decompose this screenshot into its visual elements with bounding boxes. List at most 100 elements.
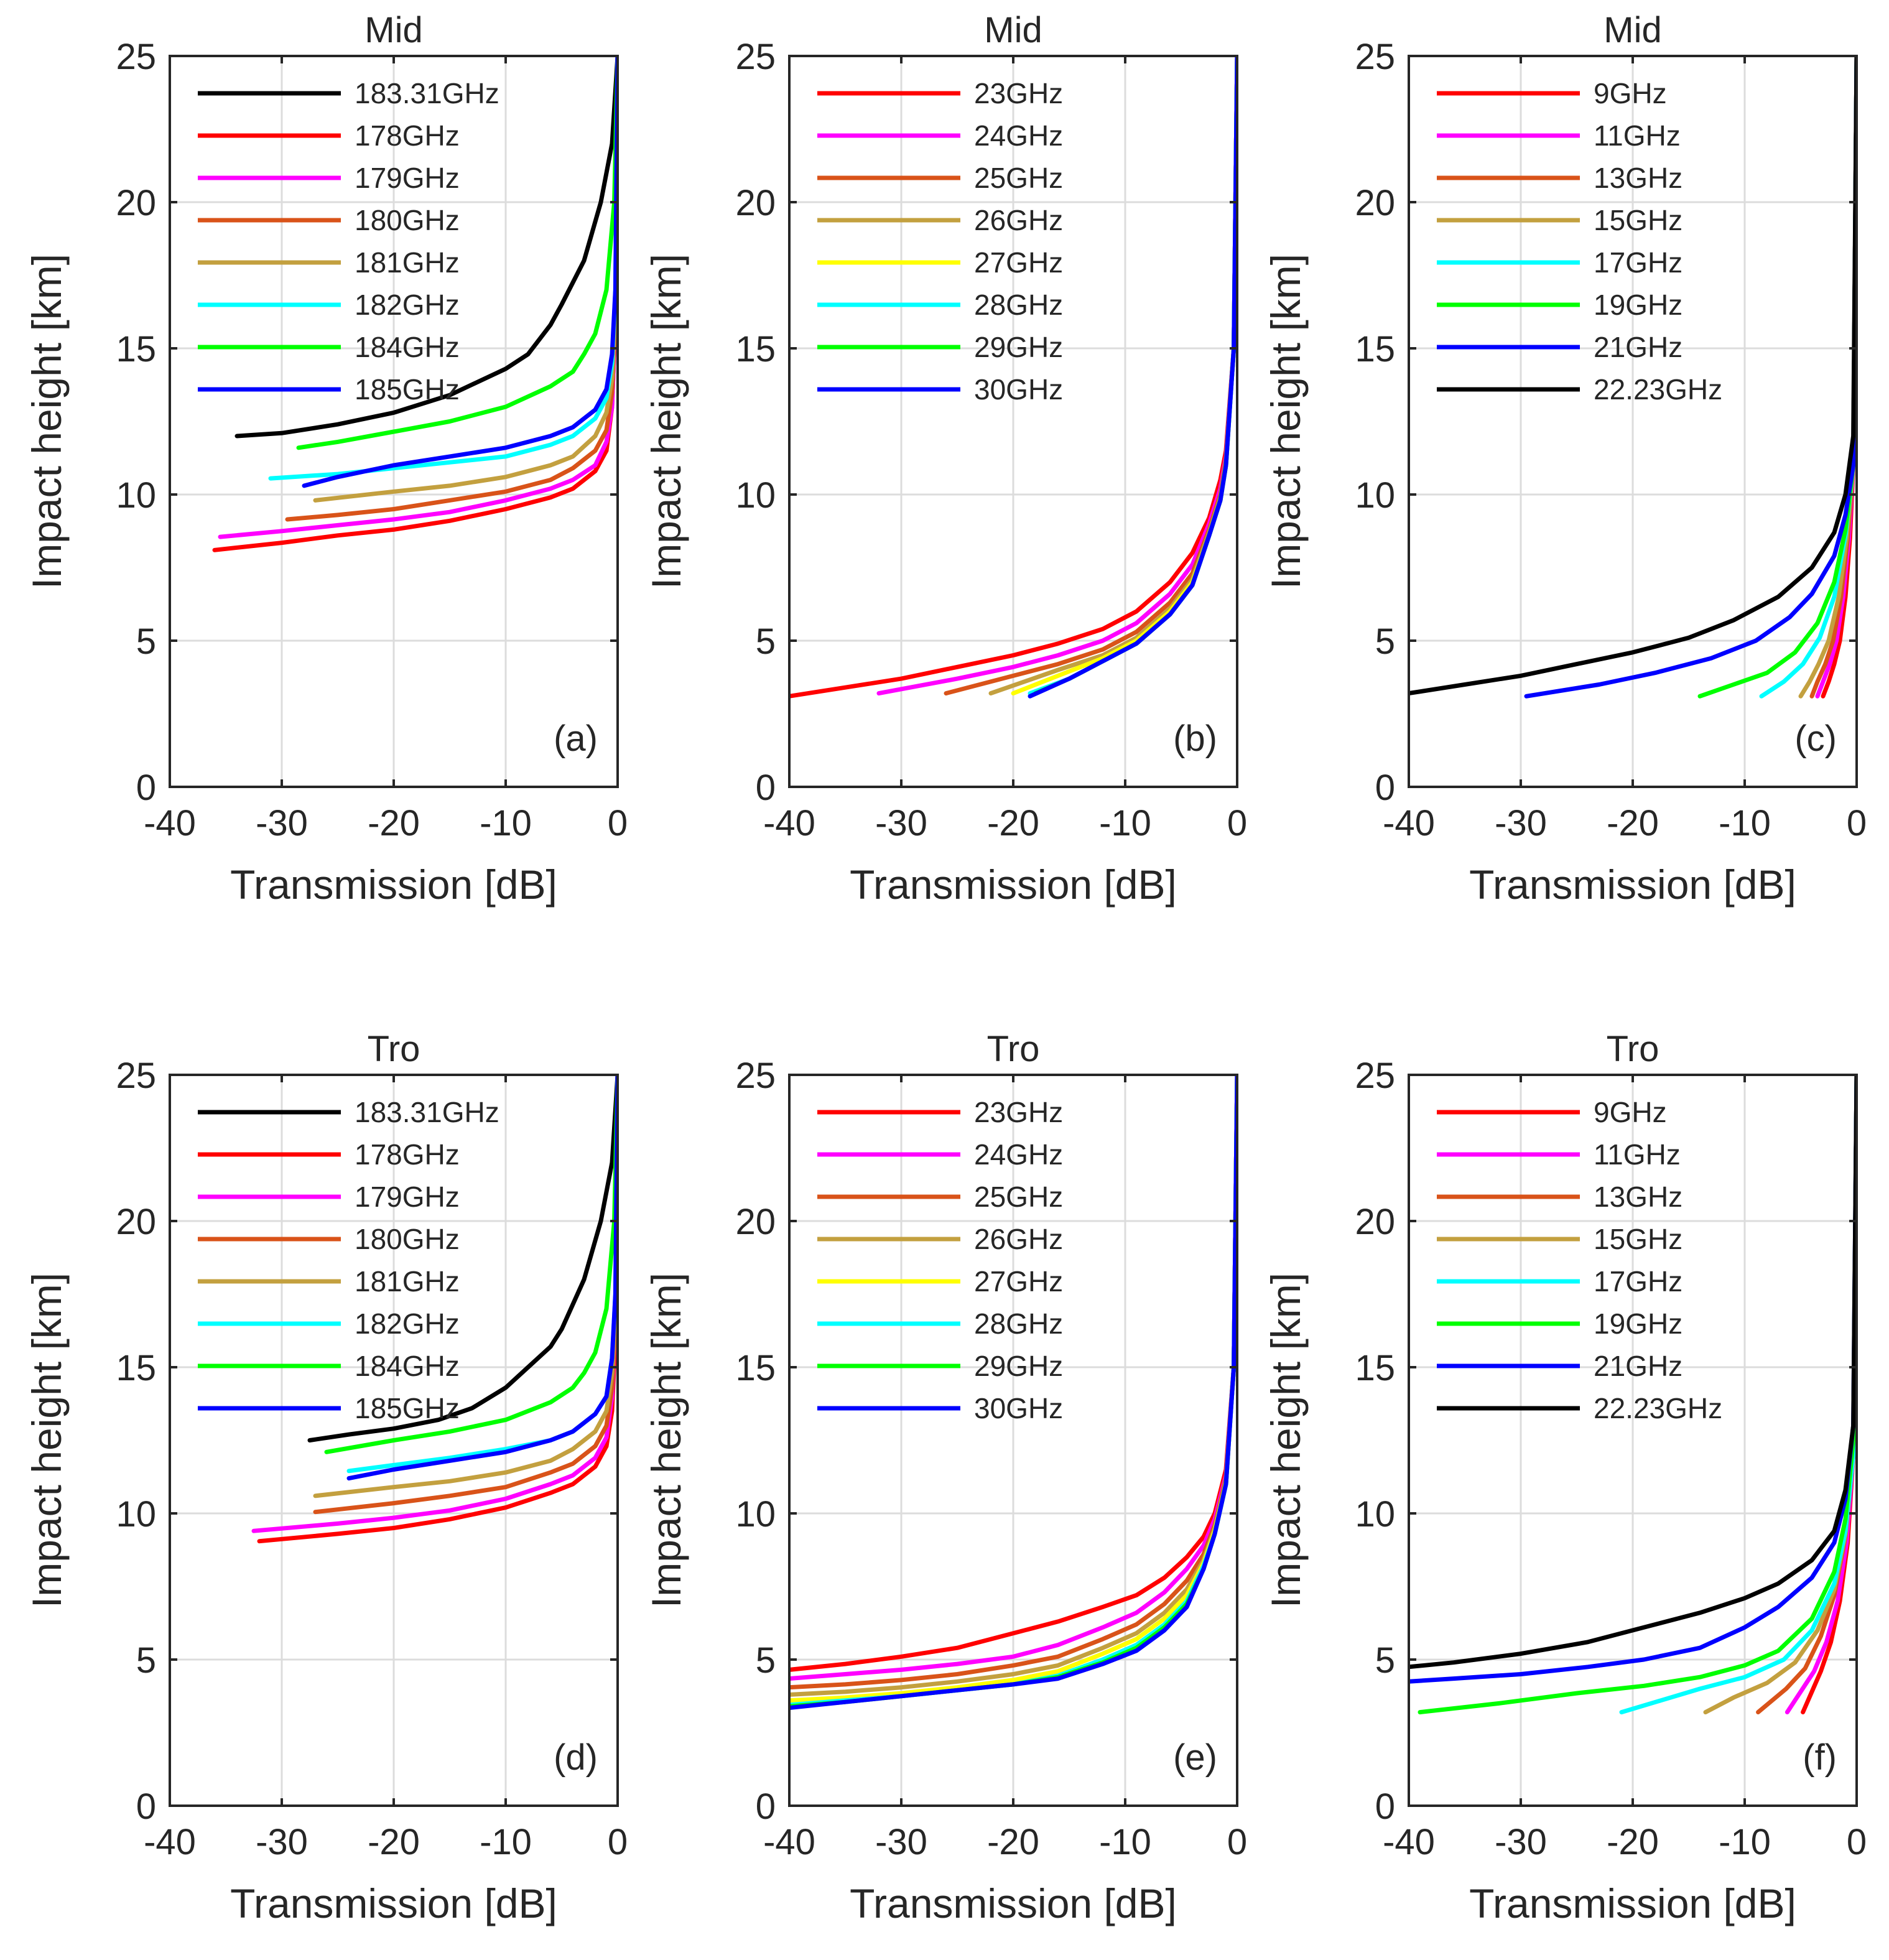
legend-label: 11GHz xyxy=(1594,119,1681,152)
y-tick-label: 20 xyxy=(116,183,156,223)
series-line xyxy=(1524,56,1857,699)
x-axis-label: Transmission [dB] xyxy=(850,862,1177,908)
legend-label: 19GHz xyxy=(1594,1307,1682,1340)
x-tick-label: -20 xyxy=(1607,1822,1659,1862)
x-tick-label: -40 xyxy=(763,803,815,843)
y-tick-label: 25 xyxy=(1355,37,1395,77)
legend-label: 180GHz xyxy=(355,1223,460,1255)
series-group xyxy=(1409,1075,1857,1715)
series-line xyxy=(324,1075,618,1454)
y-tick-label: 5 xyxy=(756,621,776,662)
legend: 183.31GHz 178GHz 179GHz 180GHz 181GHz 182GHz 1… xyxy=(198,1096,499,1424)
x-tick-label: 0 xyxy=(608,1822,628,1862)
y-tick-label: 5 xyxy=(136,621,156,662)
legend-label: 11GHz xyxy=(1594,1138,1681,1171)
x-tick-label: -40 xyxy=(144,803,196,843)
panel-label: (e) xyxy=(1173,1737,1217,1778)
x-tick-label: -30 xyxy=(256,803,308,843)
x-axis-label: Transmission [dB] xyxy=(850,1880,1177,1926)
y-axis-label: Impact height [km] xyxy=(1263,254,1309,589)
chart-title: Tro xyxy=(1607,1029,1659,1069)
legend-label: 27GHz xyxy=(974,246,1063,279)
x-tick-label: -10 xyxy=(1099,1822,1151,1862)
series-line xyxy=(1409,1075,1857,1684)
y-axis-label: Impact height [km] xyxy=(1263,1273,1309,1608)
x-tick-label: 0 xyxy=(1847,1822,1867,1862)
y-tick-label: 20 xyxy=(735,1202,776,1242)
y-tick-label: 0 xyxy=(136,1786,156,1827)
y-tick-label: 10 xyxy=(116,475,156,516)
y-axis-label: Impact height [km] xyxy=(643,254,689,589)
y-tick-label: 15 xyxy=(735,329,776,369)
chart-title: Mid xyxy=(1604,10,1661,50)
legend-label: 28GHz xyxy=(974,289,1063,321)
chart-panel: -40 -30 -20 -10 0 0 5 10 15 20 25 Mid Transmission [… xyxy=(643,10,1247,908)
legend-label: 182GHz xyxy=(355,1307,460,1340)
legend-label: 17GHz xyxy=(1594,246,1682,279)
series-group xyxy=(251,1075,618,1544)
y-tick-label: 5 xyxy=(136,1640,156,1681)
legend-label: 26GHz xyxy=(974,204,1063,236)
legend-label: 22.23GHz xyxy=(1594,373,1722,406)
chart-panel: -40 -30 -20 -10 0 0 5 10 15 20 25 Tro Transmission [… xyxy=(643,1029,1247,1926)
legend-label: 15GHz xyxy=(1594,1223,1682,1255)
y-axis-label: Impact height [km] xyxy=(24,1273,70,1608)
legend-label: 13GHz xyxy=(1594,162,1682,194)
y-tick-label: 0 xyxy=(756,768,776,808)
y-axis-label: Impact height [km] xyxy=(643,1273,689,1608)
y-tick-label: 25 xyxy=(735,1056,776,1096)
legend-label: 13GHz xyxy=(1594,1181,1682,1213)
legend-label: 184GHz xyxy=(355,1350,460,1382)
x-tick-label: -10 xyxy=(1099,803,1151,843)
chart-title: Tro xyxy=(987,1029,1040,1069)
chart-panel: -40 -30 -20 -10 0 0 5 10 15 20 25 Mid Transmission [… xyxy=(1263,10,1867,908)
series-group xyxy=(212,56,618,552)
x-tick-label: 0 xyxy=(1847,803,1867,843)
y-tick-label: 10 xyxy=(735,475,776,516)
y-tick-label: 15 xyxy=(116,329,156,369)
legend-label: 178GHz xyxy=(355,119,460,152)
y-tick-label: 25 xyxy=(735,37,776,77)
x-tick-label: -30 xyxy=(1495,803,1547,843)
legend-label: 28GHz xyxy=(974,1307,1063,1340)
legend-label: 17GHz xyxy=(1594,1265,1682,1298)
legend-label: 21GHz xyxy=(1594,331,1682,363)
x-axis-label: Transmission [dB] xyxy=(230,1880,557,1926)
y-tick-label: 15 xyxy=(1355,1348,1395,1388)
panel-label: (b) xyxy=(1173,718,1217,759)
x-tick-label: -10 xyxy=(480,1822,532,1862)
y-tick-label: 0 xyxy=(1375,768,1395,808)
legend-label: 25GHz xyxy=(974,1181,1063,1213)
legend-label: 30GHz xyxy=(974,373,1063,406)
y-axis-label: Impact height [km] xyxy=(24,254,70,589)
y-tick-label: 15 xyxy=(735,1348,776,1388)
legend-label: 179GHz xyxy=(355,162,460,194)
legend-label: 181GHz xyxy=(355,1265,460,1298)
legend-label: 185GHz xyxy=(355,373,460,406)
legend-label: 27GHz xyxy=(974,1265,1063,1298)
series-group xyxy=(789,1075,1237,1711)
y-tick-label: 5 xyxy=(1375,621,1395,662)
legend: 23GHz 24GHz 25GHz 26GHz 27GHz 28GHz 29GHz 30GHz xyxy=(817,1096,1063,1424)
legend-label: 183.31GHz xyxy=(355,1096,499,1128)
legend-label: 30GHz xyxy=(974,1392,1063,1424)
legend-label: 9GHz xyxy=(1594,1096,1667,1128)
legend-label: 9GHz xyxy=(1594,77,1667,109)
y-tick-label: 25 xyxy=(116,37,156,77)
legend-label: 23GHz xyxy=(974,77,1063,109)
x-tick-label: -30 xyxy=(1495,1822,1547,1862)
legend-label: 22.23GHz xyxy=(1594,1392,1722,1424)
y-tick-label: 0 xyxy=(756,1786,776,1827)
legend-label: 179GHz xyxy=(355,1181,460,1213)
y-tick-label: 20 xyxy=(1355,1202,1395,1242)
chart-panel: -40 -30 -20 -10 0 0 5 10 15 20 25 Tro Transmission [… xyxy=(1263,1029,1867,1926)
x-tick-label: -10 xyxy=(1719,1822,1771,1862)
x-tick-label: -20 xyxy=(987,1822,1039,1862)
legend-label: 26GHz xyxy=(974,1223,1063,1255)
series-group xyxy=(789,56,1237,699)
x-tick-label: 0 xyxy=(1227,803,1247,843)
chart-panel: -40 -30 -20 -10 0 0 5 10 15 20 25 Mid Transmission [… xyxy=(24,10,628,908)
x-axis-label: Transmission [dB] xyxy=(1469,862,1796,908)
series-line xyxy=(296,56,618,450)
